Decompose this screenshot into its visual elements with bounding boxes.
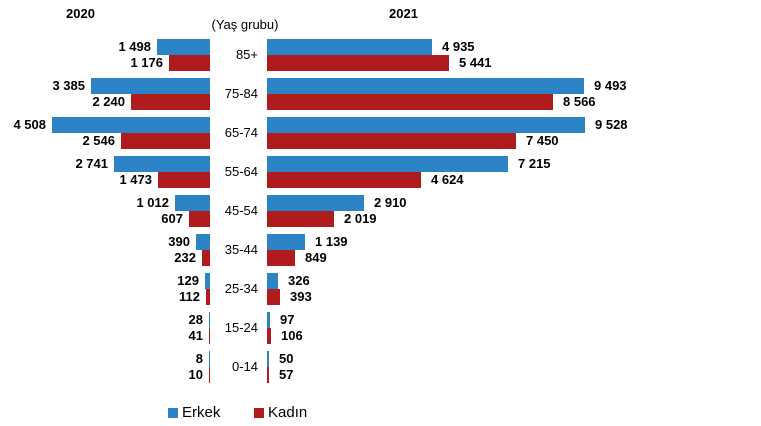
value-label-2020-kadin-85+: 1 176 xyxy=(130,55,163,70)
value-label-2020-kadin-45-54: 607 xyxy=(161,211,183,226)
bar-2021-kadin-0-14 xyxy=(267,367,269,383)
bar-2021-kadin-25-34 xyxy=(267,289,280,305)
value-label-2021-kadin-0-14: 57 xyxy=(279,367,294,382)
age-group-label-35-44: 35-44 xyxy=(224,242,258,257)
bar-2021-erkek-0-14 xyxy=(267,351,269,367)
value-label-2021-erkek-35-44: 1 139 xyxy=(315,234,348,249)
bar-2021-erkek-25-34 xyxy=(267,273,278,289)
bar-2021-erkek-55-64 xyxy=(267,156,508,172)
erkek-legend-label: Erkek xyxy=(182,404,221,421)
bar-2020-erkek-85+ xyxy=(157,39,210,55)
value-label-2021-kadin-85+: 5 441 xyxy=(459,55,492,70)
value-label-2021-kadin-75-84: 8 566 xyxy=(563,94,596,109)
legend-item-erkek: Erkek xyxy=(168,404,220,422)
bar-2021-kadin-85+ xyxy=(267,55,449,71)
kadin-legend-label: Kadın xyxy=(268,404,308,421)
bar-2020-kadin-85+ xyxy=(169,55,210,71)
value-label-2020-erkek-15-24: 28 xyxy=(188,312,203,327)
value-label-2020-erkek-55-64: 2 741 xyxy=(75,156,108,171)
bar-2021-kadin-75-84 xyxy=(267,94,553,110)
value-label-2020-erkek-65-74: 4 508 xyxy=(13,117,46,132)
bar-2020-erkek-15-24 xyxy=(209,312,210,328)
bar-2020-erkek-0-14 xyxy=(209,351,210,367)
value-label-2021-kadin-25-34: 393 xyxy=(290,289,312,304)
age-group-label-0-14: 0-14 xyxy=(231,359,258,374)
value-label-2021-kadin-35-44: 849 xyxy=(305,250,327,265)
value-label-2021-erkek-65-74: 9 528 xyxy=(595,117,628,132)
legend-item-kadin: Kadın xyxy=(254,404,307,422)
value-label-2020-erkek-45-54: 1 012 xyxy=(136,195,169,210)
value-label-2021-erkek-55-64: 7 215 xyxy=(518,156,551,171)
value-label-2021-kadin-15-24: 106 xyxy=(281,328,303,343)
bar-2021-kadin-45-54 xyxy=(267,211,334,227)
bar-2020-erkek-45-54 xyxy=(175,195,210,211)
bar-2020-erkek-75-84 xyxy=(91,78,210,94)
bar-2021-kadin-65-74 xyxy=(267,133,516,149)
bar-2020-erkek-55-64 xyxy=(114,156,210,172)
panel-title-2021: 2021 xyxy=(389,6,418,21)
value-label-2020-erkek-25-34: 129 xyxy=(177,273,199,288)
age-group-label-25-34: 25-34 xyxy=(224,281,258,296)
bar-2020-kadin-0-14 xyxy=(209,367,210,383)
value-label-2021-kadin-65-74: 7 450 xyxy=(526,133,559,148)
bar-2021-kadin-35-44 xyxy=(267,250,295,266)
value-label-2021-erkek-85+: 4 935 xyxy=(442,39,475,54)
bar-2021-erkek-85+ xyxy=(267,39,432,55)
bar-2020-kadin-35-44 xyxy=(202,250,210,266)
value-label-2021-erkek-75-84: 9 493 xyxy=(594,78,627,93)
value-label-2021-erkek-15-24: 97 xyxy=(280,312,295,327)
bar-2020-kadin-45-54 xyxy=(189,211,210,227)
bar-2021-erkek-65-74 xyxy=(267,117,585,133)
value-label-2021-kadin-55-64: 4 624 xyxy=(431,172,464,187)
erkek-legend-swatch-icon xyxy=(168,408,178,418)
bar-2020-kadin-15-24 xyxy=(209,328,210,344)
value-label-2020-kadin-0-14: 10 xyxy=(188,367,203,382)
age-group-label-85+: 85+ xyxy=(235,47,258,62)
value-label-2021-erkek-25-34: 326 xyxy=(288,273,310,288)
value-label-2020-kadin-75-84: 2 240 xyxy=(92,94,125,109)
bar-2020-kadin-25-34 xyxy=(206,289,210,305)
bar-2020-kadin-55-64 xyxy=(158,172,210,188)
value-label-2020-kadin-35-44: 232 xyxy=(174,250,196,265)
bar-2020-erkek-25-34 xyxy=(205,273,210,289)
bar-2020-erkek-35-44 xyxy=(196,234,210,250)
value-label-2020-kadin-15-24: 41 xyxy=(188,328,203,343)
age-group-label-55-64: 55-64 xyxy=(224,164,258,179)
bar-2021-kadin-15-24 xyxy=(267,328,271,344)
value-label-2021-kadin-45-54: 2 019 xyxy=(344,211,377,226)
age-group-label-45-54: 45-54 xyxy=(224,203,258,218)
value-label-2020-kadin-65-74: 2 546 xyxy=(82,133,115,148)
value-label-2020-kadin-25-34: 112 xyxy=(179,289,200,304)
bar-2021-erkek-75-84 xyxy=(267,78,584,94)
value-label-2020-erkek-0-14: 8 xyxy=(195,351,203,366)
value-label-2021-erkek-45-54: 2 910 xyxy=(374,195,407,210)
bar-2021-erkek-45-54 xyxy=(267,195,364,211)
age-group-label-65-74: 65-74 xyxy=(224,125,258,140)
kadin-legend-swatch-icon xyxy=(254,408,264,418)
age-group-label-75-84: 75-84 xyxy=(224,86,258,101)
value-label-2020-kadin-55-64: 1 473 xyxy=(119,172,152,187)
bar-2020-kadin-75-84 xyxy=(131,94,210,110)
bar-2021-kadin-55-64 xyxy=(267,172,421,188)
value-label-2020-erkek-35-44: 390 xyxy=(168,234,190,249)
panel-title-2020: 2020 xyxy=(66,6,95,21)
value-label-2020-erkek-75-84: 3 385 xyxy=(52,78,85,93)
value-label-2020-erkek-85+: 1 498 xyxy=(118,39,151,54)
age-group-axis-title: (Yaş grubu) xyxy=(211,17,279,32)
bar-2021-erkek-15-24 xyxy=(267,312,270,328)
bar-2020-erkek-65-74 xyxy=(52,117,210,133)
age-group-label-15-24: 15-24 xyxy=(224,320,258,335)
bar-2020-kadin-65-74 xyxy=(121,133,210,149)
bar-2021-erkek-35-44 xyxy=(267,234,305,250)
value-label-2021-erkek-0-14: 50 xyxy=(279,351,294,366)
